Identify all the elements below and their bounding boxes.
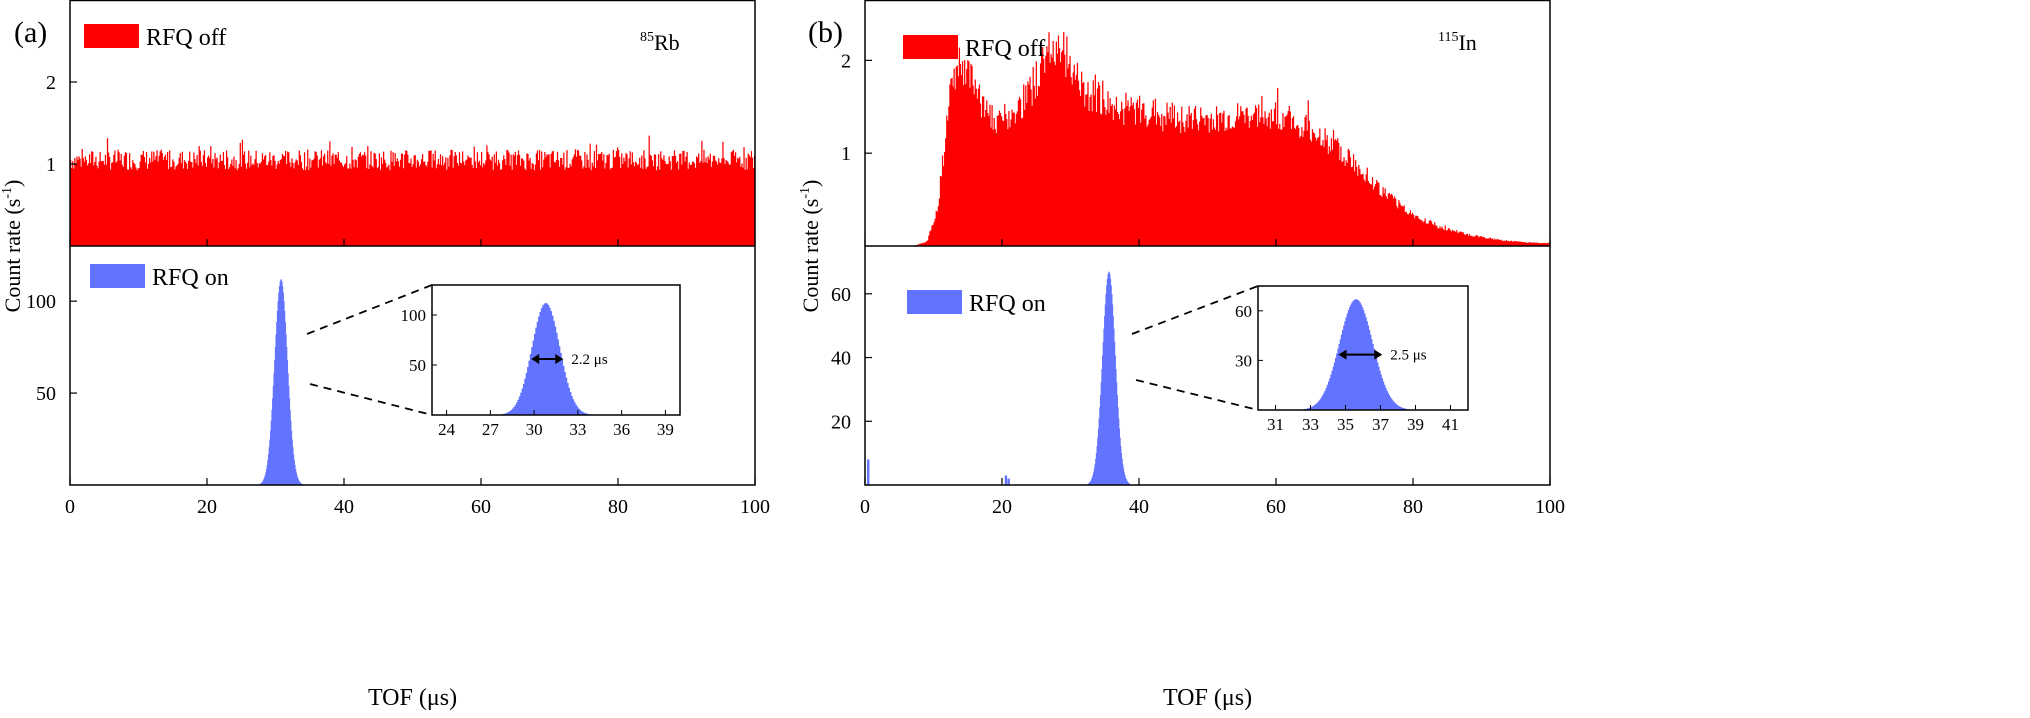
- x-tick-label: 60: [471, 496, 491, 518]
- x-axis-label-part: μs: [1222, 685, 1244, 711]
- x-tick-label: 20: [992, 496, 1012, 518]
- inset-x-tick-label: 30: [526, 420, 543, 439]
- x-axis-label-part: TOF (: [368, 685, 427, 711]
- y-tick-label: 1: [841, 143, 851, 165]
- rfq-on-histogram: [867, 271, 1131, 485]
- x-axis-label-part: ): [449, 685, 457, 711]
- panel-label: (b): [808, 16, 843, 49]
- rfq-on-histogram: [258, 279, 304, 485]
- fwhm-arrow-head-right: [555, 354, 564, 364]
- inset-x-tick-label: 39: [1407, 415, 1424, 434]
- fwhm-label: 2.5 μs: [1390, 348, 1427, 364]
- y-tick-label: 1: [46, 154, 56, 176]
- x-tick-label: 80: [608, 496, 628, 518]
- inset-x-tick-label: 33: [1302, 415, 1319, 434]
- isotope-symbol: In: [1458, 30, 1476, 55]
- y-axis-label-part: ): [798, 180, 823, 187]
- inset-leader-line: [1131, 285, 1259, 335]
- y-axis-label: Count rate (s-1): [0, 180, 25, 313]
- legend-label-rfq-off: RFQ off: [965, 36, 1045, 62]
- inset-x-tick-label: 27: [482, 420, 500, 439]
- isotope-mass: 85: [640, 30, 654, 45]
- legend-label-rfq-on: RFQ on: [152, 265, 229, 291]
- inset-leader-line: [309, 383, 433, 416]
- x-tick-label: 40: [1129, 496, 1149, 518]
- y-tick-label: 2: [46, 72, 56, 94]
- x-axis-label: TOF (μs): [1163, 685, 1252, 711]
- rfq-off-histogram: [70, 135, 756, 246]
- inset-x-tick-label: 31: [1267, 415, 1284, 434]
- inset-y-tick-label: 30: [1235, 351, 1252, 370]
- inset-leader-line: [1135, 379, 1259, 411]
- x-tick-label: 100: [1535, 496, 1565, 518]
- y-axis-label-sup: -1: [798, 187, 813, 199]
- x-tick-label: 40: [334, 496, 354, 518]
- y-tick-label: 2: [841, 50, 851, 72]
- y-axis-label-part: Count rate (s: [0, 199, 25, 313]
- inset-x-tick-label: 33: [569, 420, 586, 439]
- fwhm-arrow-head-right: [1374, 349, 1383, 360]
- x-tick-label: 0: [65, 496, 75, 518]
- x-tick-label: 60: [1266, 496, 1286, 518]
- inset: 31 33 35 37 39 41 30 60 2.5 μs: [1235, 285, 1469, 434]
- inset-y-tick-label: 50: [409, 356, 426, 375]
- fwhm-arrow-head-left: [531, 354, 540, 364]
- x-tick-label: 80: [1403, 496, 1423, 518]
- inset-y-tick-label: 60: [1235, 302, 1252, 321]
- rfq-off-histogram: [865, 32, 1551, 247]
- panel-label: (a): [14, 16, 47, 49]
- x-axis-label: TOF (μs): [368, 685, 457, 711]
- x-axis-label-part: ): [1244, 685, 1252, 711]
- y-tick-label: 20: [831, 411, 851, 433]
- y-tick-label: 50: [36, 383, 56, 405]
- legend-label-rfq-off: RFQ off: [146, 25, 226, 51]
- y-axis-label-sup: -1: [0, 187, 15, 199]
- x-tick-label: 20: [197, 496, 217, 518]
- isotope-label: 115In: [1438, 30, 1477, 55]
- x-axis-label-part: μs: [427, 685, 449, 711]
- inset-x-tick-label: 24: [438, 420, 456, 439]
- legend-swatch-rfq-on: [90, 264, 145, 288]
- fwhm-arrow-head-left: [1338, 349, 1347, 360]
- y-tick-label: 40: [831, 348, 851, 370]
- inset-frame: [431, 284, 681, 416]
- y-tick-label: 60: [831, 284, 851, 306]
- inset-x-tick-label: 41: [1442, 415, 1459, 434]
- y-axis-label-part: ): [0, 180, 25, 187]
- legend-label-rfq-on: RFQ on: [969, 291, 1046, 317]
- x-tick-label: 100: [740, 496, 770, 518]
- panel-b: 0 20 40 60 80 100 TOF (μs) 1 2 20 40 60 Count rate (…: [798, 0, 1565, 711]
- inset-frame: [1257, 285, 1469, 411]
- inset: 24 27 30 33 36 39 50 100 2.2 μs: [401, 284, 681, 439]
- inset-y-tick-label: 100: [401, 306, 427, 325]
- inset-x-tick-label: 36: [613, 420, 630, 439]
- y-axis-label-part: Count rate (s: [798, 199, 823, 313]
- isotope-mass: 115: [1438, 30, 1458, 45]
- isotope-symbol: Rb: [654, 30, 680, 55]
- x-axis-label-part: TOF (: [1163, 685, 1222, 711]
- y-axis-label: Count rate (s-1): [798, 180, 823, 313]
- legend-swatch-rfq-on: [907, 290, 962, 314]
- y-tick-label: 100: [26, 291, 56, 313]
- legend-swatch-rfq-off: [903, 35, 958, 59]
- x-tick-label: 0: [860, 496, 870, 518]
- fwhm-label: 2.2 μs: [571, 352, 608, 368]
- legend-swatch-rfq-off: [84, 24, 139, 48]
- inset-x-tick-label: 35: [1337, 415, 1354, 434]
- isotope-label: 85Rb: [640, 30, 680, 55]
- inset-x-tick-label: 37: [1372, 415, 1390, 434]
- inset-x-tick-label: 39: [657, 420, 674, 439]
